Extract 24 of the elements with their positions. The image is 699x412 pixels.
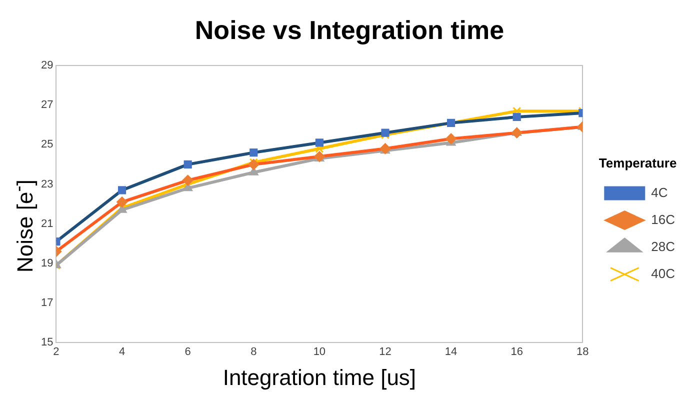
y-tick-label: 21	[40, 218, 54, 230]
y-tick-label: 27	[40, 99, 54, 112]
y-tick-label: 23	[40, 178, 54, 190]
x-tick-label: 14	[444, 346, 458, 358]
x-tick-label: 12	[379, 346, 392, 358]
legend-label: 40C	[651, 266, 676, 281]
chart-title: Noise vs Integration time	[194, 14, 506, 47]
y-tick-label: 25	[40, 138, 54, 151]
y-tick-label: 29	[40, 60, 54, 72]
x-tick-label: 10	[313, 346, 326, 358]
x-tick-label: 16	[510, 346, 523, 358]
x-tick-label: 4	[118, 346, 126, 358]
legend-label: 4C	[651, 184, 668, 200]
legend-title: Temperature	[598, 155, 677, 170]
x-axis-title: Integration time [us]	[222, 364, 416, 390]
y-tick-label: 19	[40, 257, 54, 270]
y-tick-label: 17	[40, 296, 54, 309]
legend-label: 28C	[651, 238, 676, 254]
legend-label: 16C	[651, 212, 676, 227]
x-tick-label: 2	[53, 346, 60, 358]
y-tick-label: 15	[40, 336, 54, 348]
x-tick-label: 8	[250, 346, 257, 358]
x-tick-label: 18	[576, 346, 589, 358]
x-tick-label: 6	[184, 346, 191, 358]
